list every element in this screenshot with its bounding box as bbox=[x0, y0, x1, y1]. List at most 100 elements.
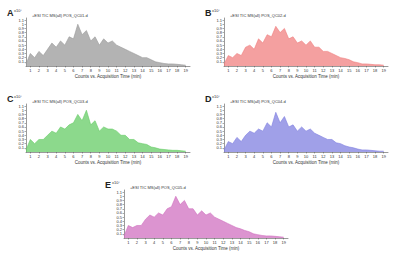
svg-text:13: 13 bbox=[230, 240, 235, 245]
svg-text:16: 16 bbox=[158, 68, 163, 73]
svg-text:+ESI TIC MS(all) POS_QC02.d: +ESI TIC MS(all) POS_QC02.d bbox=[230, 13, 286, 18]
svg-text:14: 14 bbox=[338, 154, 343, 159]
svg-text:Counts vs. Acquisition Time (m: Counts vs. Acquisition Time (min) bbox=[273, 74, 340, 79]
svg-text:17: 17 bbox=[166, 68, 171, 73]
svg-text:x10⁷: x10⁷ bbox=[112, 180, 120, 185]
svg-text:8: 8 bbox=[188, 240, 191, 245]
svg-text:6: 6 bbox=[270, 154, 273, 159]
svg-text:16: 16 bbox=[256, 240, 261, 245]
svg-text:x10⁷: x10⁷ bbox=[212, 8, 220, 13]
svg-text:5: 5 bbox=[64, 154, 67, 159]
svg-text:Counts vs. Acquisition Time (m: Counts vs. Acquisition Time (min) bbox=[75, 74, 142, 79]
svg-text:11: 11 bbox=[115, 68, 120, 73]
svg-text:12: 12 bbox=[321, 154, 326, 159]
svg-text:15: 15 bbox=[149, 68, 154, 73]
svg-text:3: 3 bbox=[46, 154, 49, 159]
svg-text:6: 6 bbox=[270, 68, 273, 73]
svg-text:8: 8 bbox=[288, 68, 291, 73]
svg-text:C: C bbox=[7, 94, 14, 104]
svg-text:12: 12 bbox=[123, 154, 128, 159]
svg-text:7: 7 bbox=[81, 154, 84, 159]
svg-text:19: 19 bbox=[183, 154, 188, 159]
svg-text:1.1: 1.1 bbox=[216, 18, 222, 23]
svg-text:14: 14 bbox=[338, 68, 343, 73]
svg-text:10: 10 bbox=[304, 68, 309, 73]
svg-text:19: 19 bbox=[281, 240, 286, 245]
svg-text:Counts vs. Acquisition Time (m: Counts vs. Acquisition Time (min) bbox=[75, 160, 142, 165]
svg-text:10: 10 bbox=[106, 68, 111, 73]
svg-text:4: 4 bbox=[253, 154, 256, 159]
svg-text:9: 9 bbox=[196, 240, 199, 245]
svg-text:11: 11 bbox=[213, 240, 218, 245]
svg-text:18: 18 bbox=[373, 154, 378, 159]
svg-text:+ESI TIC MS(all) POS_QC04.d: +ESI TIC MS(all) POS_QC04.d bbox=[230, 99, 286, 104]
svg-text:+ESI TIC MS(all) POS_QC05.d: +ESI TIC MS(all) POS_QC05.d bbox=[130, 185, 186, 190]
svg-text:16: 16 bbox=[356, 154, 361, 159]
svg-text:1: 1 bbox=[29, 154, 32, 159]
svg-text:11: 11 bbox=[115, 154, 120, 159]
svg-text:13: 13 bbox=[330, 154, 335, 159]
svg-text:Counts vs. Acquisition Time (m: Counts vs. Acquisition Time (min) bbox=[173, 246, 240, 251]
svg-text:14: 14 bbox=[238, 240, 243, 245]
svg-text:1: 1 bbox=[127, 240, 130, 245]
svg-text:10: 10 bbox=[106, 154, 111, 159]
svg-text:17: 17 bbox=[264, 240, 269, 245]
svg-text:17: 17 bbox=[364, 68, 369, 73]
svg-text:12: 12 bbox=[221, 240, 226, 245]
svg-text:11: 11 bbox=[313, 68, 318, 73]
svg-text:Counts vs. Acquisition Time (m: Counts vs. Acquisition Time (min) bbox=[273, 160, 340, 165]
svg-text:2: 2 bbox=[136, 240, 139, 245]
svg-text:6: 6 bbox=[72, 68, 75, 73]
svg-text:4: 4 bbox=[55, 154, 58, 159]
svg-text:19: 19 bbox=[381, 154, 386, 159]
svg-text:19: 19 bbox=[381, 68, 386, 73]
svg-text:+ESI TIC MS(all) POS_QC03.d: +ESI TIC MS(all) POS_QC03.d bbox=[32, 99, 88, 104]
svg-text:11: 11 bbox=[313, 154, 318, 159]
svg-text:15: 15 bbox=[347, 68, 352, 73]
svg-text:3: 3 bbox=[244, 68, 247, 73]
svg-text:9: 9 bbox=[296, 68, 299, 73]
svg-text:9: 9 bbox=[296, 154, 299, 159]
svg-text:2: 2 bbox=[236, 68, 239, 73]
svg-text:5: 5 bbox=[262, 154, 265, 159]
svg-text:9: 9 bbox=[98, 68, 101, 73]
svg-text:14: 14 bbox=[140, 68, 145, 73]
svg-text:8: 8 bbox=[90, 68, 93, 73]
svg-text:x10⁷: x10⁷ bbox=[14, 8, 22, 13]
svg-text:4: 4 bbox=[153, 240, 156, 245]
svg-text:3: 3 bbox=[46, 68, 49, 73]
svg-text:17: 17 bbox=[364, 154, 369, 159]
svg-text:19: 19 bbox=[183, 68, 188, 73]
svg-text:2: 2 bbox=[38, 154, 41, 159]
svg-text:x10⁷: x10⁷ bbox=[14, 94, 22, 99]
svg-text:8: 8 bbox=[288, 154, 291, 159]
svg-text:8: 8 bbox=[90, 154, 93, 159]
svg-text:13: 13 bbox=[330, 68, 335, 73]
svg-text:18: 18 bbox=[273, 240, 278, 245]
svg-text:6: 6 bbox=[170, 240, 173, 245]
svg-text:1: 1 bbox=[227, 154, 230, 159]
svg-text:1.1: 1.1 bbox=[18, 104, 24, 109]
svg-text:5: 5 bbox=[262, 68, 265, 73]
svg-text:1: 1 bbox=[227, 68, 230, 73]
svg-text:3: 3 bbox=[144, 240, 147, 245]
svg-text:2: 2 bbox=[236, 154, 239, 159]
svg-text:7: 7 bbox=[179, 240, 182, 245]
svg-text:17: 17 bbox=[166, 154, 171, 159]
svg-text:6: 6 bbox=[72, 154, 75, 159]
svg-text:D: D bbox=[205, 94, 212, 104]
svg-text:18: 18 bbox=[175, 154, 180, 159]
svg-text:E: E bbox=[105, 180, 111, 190]
svg-text:B: B bbox=[205, 8, 212, 18]
svg-text:x10⁷: x10⁷ bbox=[212, 94, 220, 99]
svg-text:7: 7 bbox=[81, 68, 84, 73]
svg-text:5: 5 bbox=[64, 68, 67, 73]
svg-text:A: A bbox=[7, 8, 14, 18]
svg-text:13: 13 bbox=[132, 154, 137, 159]
svg-text:3: 3 bbox=[244, 154, 247, 159]
svg-text:9: 9 bbox=[98, 154, 101, 159]
svg-text:7: 7 bbox=[279, 154, 282, 159]
svg-text:1.1: 1.1 bbox=[18, 18, 24, 23]
svg-text:12: 12 bbox=[123, 68, 128, 73]
svg-text:2: 2 bbox=[38, 68, 41, 73]
